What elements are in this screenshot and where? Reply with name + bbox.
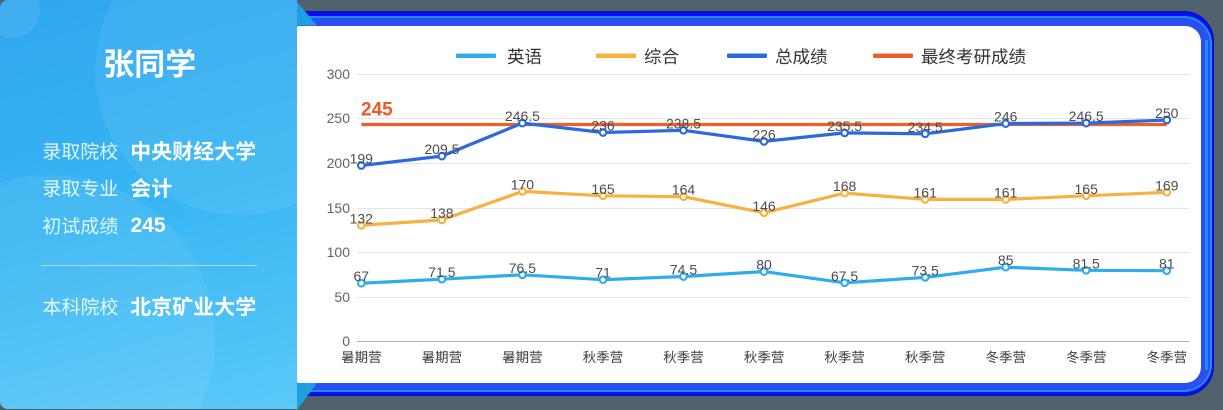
svg-text:161: 161	[914, 184, 938, 200]
svg-text:164: 164	[672, 182, 696, 198]
svg-text:234.5: 234.5	[908, 119, 943, 135]
svg-text:150: 150	[327, 200, 351, 216]
svg-text:73.5: 73.5	[912, 262, 939, 278]
svg-text:74.5: 74.5	[670, 262, 697, 278]
svg-text:226: 226	[752, 126, 776, 142]
svg-text:199: 199	[350, 151, 374, 167]
svg-text:50: 50	[334, 289, 350, 305]
svg-text:236: 236	[591, 118, 615, 134]
svg-text:170: 170	[511, 176, 535, 192]
svg-text:245: 245	[361, 100, 393, 121]
svg-text:246: 246	[994, 109, 1018, 125]
svg-text:200: 200	[327, 155, 351, 171]
svg-text:300: 300	[327, 66, 351, 82]
svg-text:80: 80	[756, 257, 772, 273]
svg-text:161: 161	[994, 184, 1018, 200]
svg-text:250: 250	[327, 110, 351, 126]
svg-text:81.5: 81.5	[1073, 255, 1100, 271]
svg-text:246.5: 246.5	[505, 108, 540, 124]
svg-text:246.5: 246.5	[1069, 108, 1104, 124]
svg-text:168: 168	[833, 178, 857, 194]
svg-text:81: 81	[1159, 256, 1175, 272]
svg-text:132: 132	[350, 210, 374, 226]
svg-text:76.5: 76.5	[509, 260, 536, 276]
svg-text:146: 146	[752, 198, 776, 214]
svg-text:165: 165	[1075, 181, 1099, 197]
svg-text:235.5: 235.5	[827, 118, 862, 134]
svg-text:250: 250	[1155, 105, 1179, 121]
svg-text:169: 169	[1155, 177, 1179, 193]
svg-text:67.5: 67.5	[831, 268, 858, 284]
svg-text:209.5: 209.5	[424, 141, 459, 157]
svg-text:165: 165	[591, 181, 615, 197]
svg-text:238.5: 238.5	[666, 115, 701, 131]
svg-text:138: 138	[430, 205, 454, 221]
svg-text:0: 0	[342, 333, 350, 349]
svg-text:71.5: 71.5	[428, 264, 455, 280]
svg-text:71: 71	[595, 265, 611, 281]
svg-text:100: 100	[327, 244, 351, 260]
svg-text:85: 85	[998, 252, 1014, 268]
svg-text:67: 67	[354, 268, 370, 284]
